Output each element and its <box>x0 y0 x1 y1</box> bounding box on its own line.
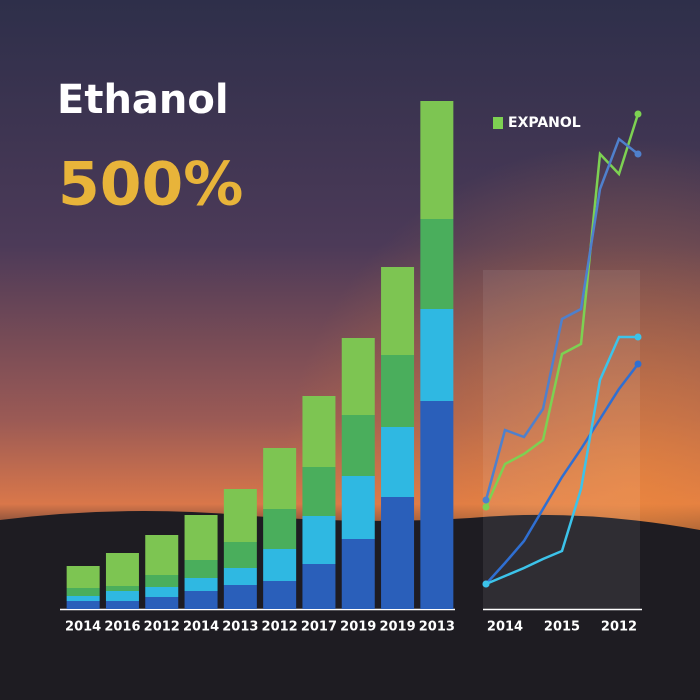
bar-segment <box>381 355 415 427</box>
legend-swatch <box>493 117 503 129</box>
bar-segment <box>223 489 257 542</box>
bar-segment <box>263 549 297 581</box>
bar-segment <box>145 597 179 609</box>
x-tick-label: 2013 <box>222 620 258 635</box>
bar-segment <box>145 587 179 597</box>
chart-title: Ethanol <box>57 77 229 123</box>
bar-segment <box>381 497 415 609</box>
bar-segment <box>105 601 139 609</box>
line-point <box>482 496 490 504</box>
bar-segment <box>105 586 139 591</box>
bar-segment <box>66 596 100 601</box>
line <box>484 113 640 508</box>
x-tick-label: 2014 <box>487 620 523 635</box>
line-point <box>634 333 642 341</box>
x-tick-label: 2016 <box>104 620 140 635</box>
line <box>485 335 638 586</box>
bar-segment <box>66 566 100 588</box>
bar-segment <box>302 564 336 609</box>
bar-segment <box>341 476 375 539</box>
bar-segment <box>184 560 218 578</box>
bar-segment <box>341 415 375 476</box>
line-point <box>634 150 642 158</box>
bar-segment <box>145 575 179 587</box>
bar-segment <box>341 338 375 415</box>
bar-segment <box>420 101 454 219</box>
line-point <box>634 360 642 368</box>
bar-segment <box>263 581 297 609</box>
bar-segment <box>263 509 297 549</box>
bar-segment <box>420 219 454 309</box>
bar-segment <box>223 568 257 585</box>
x-tick-label: 2012 <box>262 620 298 635</box>
bar-segment <box>341 539 375 609</box>
x-tick-label: 2014 <box>65 620 101 635</box>
bar-segment <box>66 601 100 609</box>
headline-figure: 500% <box>58 150 243 220</box>
bar-segment <box>66 588 100 596</box>
bar-segment <box>145 535 179 575</box>
bar-segment <box>302 467 336 516</box>
bar-segment <box>302 396 336 467</box>
bar-segment <box>105 553 139 586</box>
bar-segment <box>105 591 139 601</box>
x-tick-label: 2019 <box>379 620 415 635</box>
bar-segment <box>223 585 257 609</box>
bar-segment <box>420 401 454 609</box>
x-tick-label: 2017 <box>301 620 337 635</box>
bar-segment <box>184 515 218 560</box>
line <box>484 136 639 501</box>
bar-segment <box>184 578 218 591</box>
bar-segment <box>381 267 415 355</box>
legend-label: EXPANOL <box>508 115 581 131</box>
x-tick-label: 2015 <box>544 620 580 635</box>
bar-segment <box>223 542 257 568</box>
x-tick-label: 2013 <box>419 620 455 635</box>
line-point <box>634 110 642 118</box>
bar-segment <box>263 448 297 509</box>
line-point <box>482 503 490 511</box>
x-tick-label: 2012 <box>601 620 637 635</box>
bar-segment <box>184 591 218 609</box>
line <box>485 363 639 585</box>
bar-segment <box>420 309 454 401</box>
x-tick-label: 2012 <box>144 620 180 635</box>
x-tick-label: 2019 <box>340 620 376 635</box>
bar-segment <box>302 516 336 564</box>
line-point <box>482 580 490 588</box>
x-tick-label: 2014 <box>183 620 219 635</box>
bar-segment <box>381 427 415 497</box>
